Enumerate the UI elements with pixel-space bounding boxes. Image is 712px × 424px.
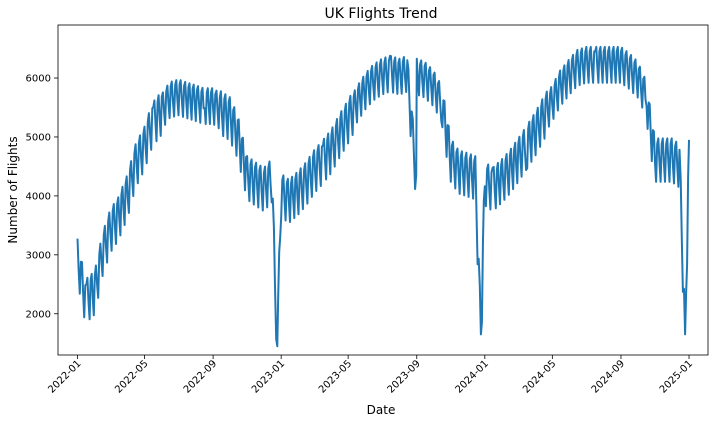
x-tick-label: 2025-01	[658, 358, 695, 395]
x-axis: 2022-01 2022-05 2022-09 2023-01 2023-05 2023-…	[46, 355, 695, 396]
plot-area-frame	[57, 24, 709, 356]
x-tick-label: 2022-01	[46, 358, 83, 395]
x-tick-label: 2023-09	[386, 358, 423, 395]
y-tick-label: 2000	[26, 309, 51, 320]
chart-title: UK Flights Trend	[324, 6, 437, 22]
y-axis-label: Number of Flights	[6, 136, 20, 243]
y-tick-label: 5000	[26, 132, 51, 143]
x-tick-label: 2024-09	[590, 358, 627, 395]
x-tick-label: 2023-05	[317, 358, 354, 395]
x-tick-label: 2024-01	[454, 358, 491, 395]
x-tick-label: 2022-09	[182, 358, 219, 395]
x-tick-label: 2022-05	[113, 358, 150, 395]
series-line-flights	[76, 45, 690, 348]
y-tick-label: 6000	[26, 74, 51, 85]
x-axis-label: Date	[367, 403, 396, 417]
y-tick-label: 4000	[26, 191, 51, 202]
x-tick-label: 2023-01	[250, 358, 287, 395]
y-axis: 2000 3000 4000 5000 6000	[26, 74, 58, 320]
y-tick-label: 3000	[26, 250, 51, 261]
x-tick-label: 2024-05	[521, 358, 558, 395]
